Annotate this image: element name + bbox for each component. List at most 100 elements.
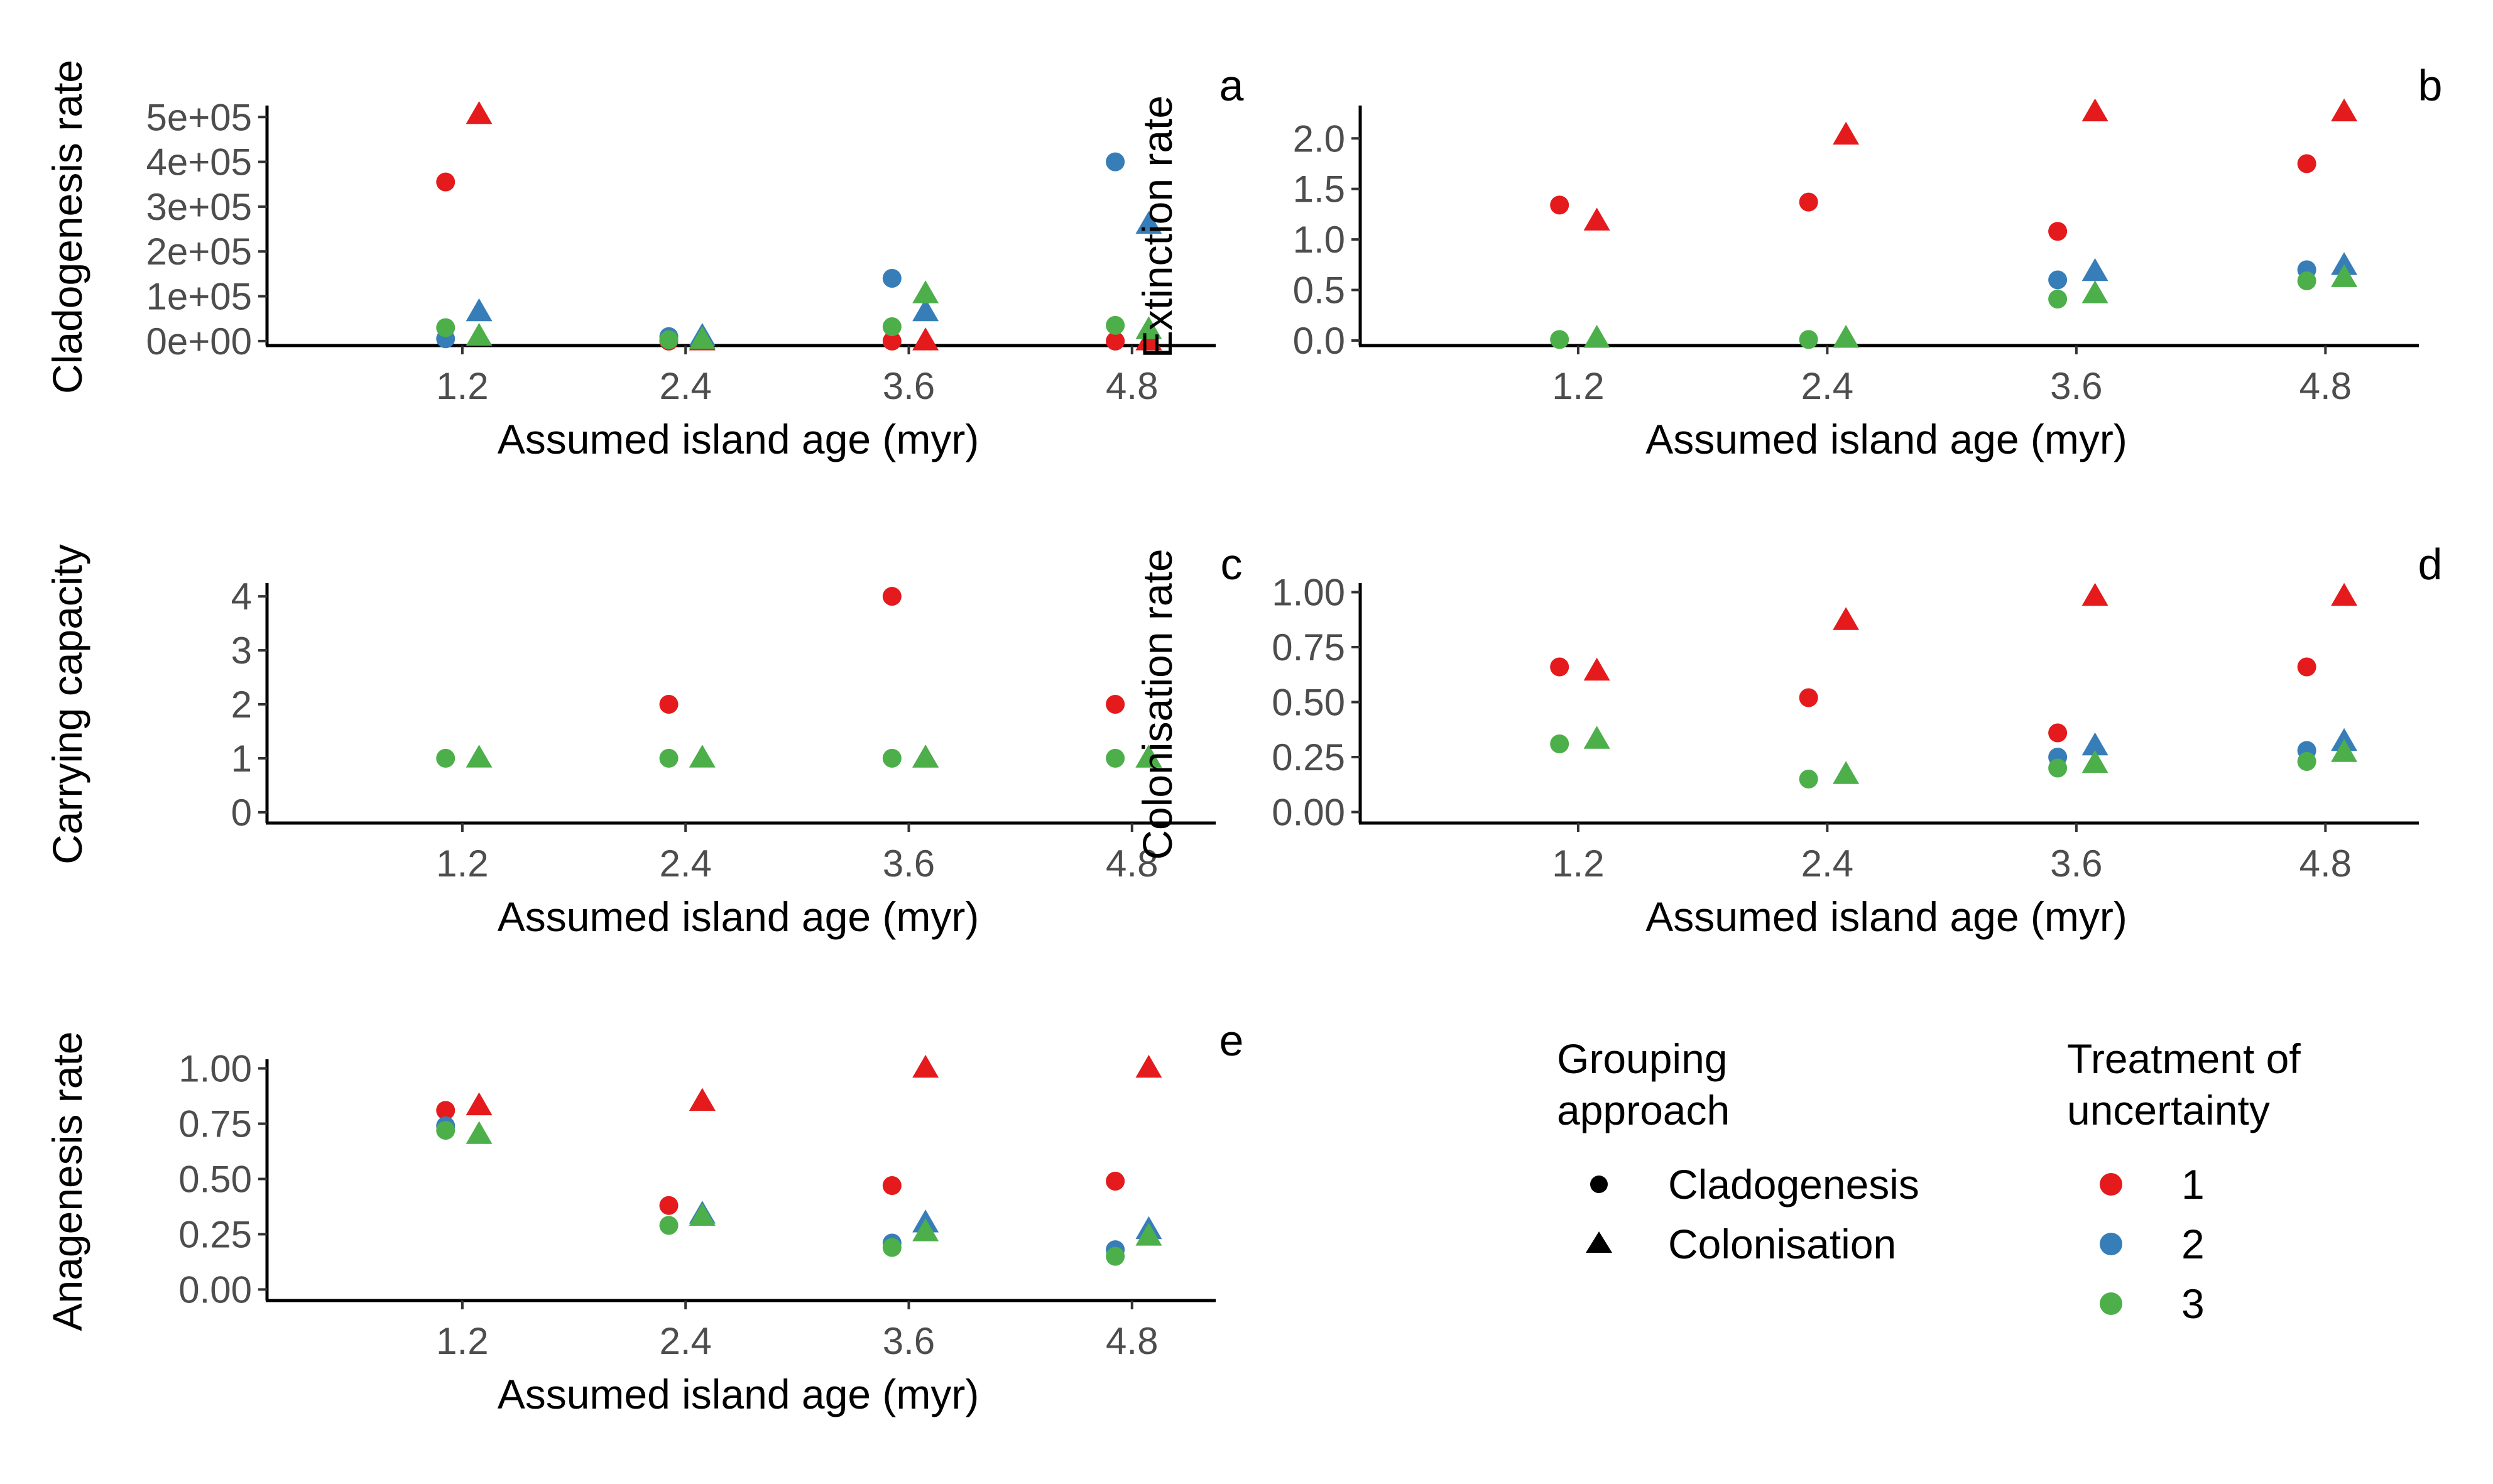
- y-tick-label: 0: [231, 792, 252, 834]
- y-tick-label: 0.75: [1272, 626, 1345, 668]
- legend-grouping: Grouping approach Cladogenesis Colonisation: [1557, 1035, 1919, 1267]
- point-cladogenesis-t1: [436, 1101, 456, 1120]
- point-colonisation-t2: [912, 298, 939, 322]
- point-colonisation-t2: [2331, 252, 2358, 275]
- y-axis-title: Cladogenesis rate: [44, 60, 90, 394]
- x-tick-label: 3.6: [2050, 843, 2102, 885]
- point-cladogenesis-t3: [882, 317, 902, 337]
- point-colonisation-t3: [912, 1218, 939, 1241]
- x-axis-title: Assumed island age (myr): [498, 893, 979, 940]
- point-colonisation-t1: [466, 1092, 493, 1116]
- point-colonisation-t1: [466, 101, 493, 124]
- point-cladogenesis-t1: [436, 172, 456, 192]
- point-colonisation-t1: [2331, 582, 2358, 606]
- point-cladogenesis-t1: [2297, 154, 2316, 173]
- point-cladogenesis-t3: [1106, 1247, 1125, 1266]
- panel-d: 0.00 0.25 0.50 0.75 1.00 1.2 2.4 3.6 4.8 Assumed …: [1134, 540, 2442, 940]
- x-tick-label: 4.8: [1106, 843, 1158, 885]
- point-cladogenesis-t3: [436, 1121, 456, 1140]
- point-cladogenesis-t1: [1799, 192, 1818, 212]
- point-colonisation-t1: [1833, 607, 1860, 630]
- x-tick-label: 2.4: [659, 365, 711, 407]
- y-tick-label: 0.5: [1293, 270, 1345, 312]
- point-colonisation-t3: [1583, 325, 1610, 348]
- x-tick-label: 4.8: [1106, 365, 1158, 407]
- point-colonisation-t3: [466, 1121, 493, 1144]
- point-colonisation-t3: [689, 326, 716, 349]
- panel-tag: c: [1221, 540, 1243, 589]
- y-axis-title: Colonisation rate: [1134, 548, 1181, 859]
- point-colonisation-t1: [2081, 582, 2108, 606]
- point-cladogenesis-t1: [2048, 723, 2068, 743]
- legend-label: 2: [2181, 1221, 2205, 1267]
- legend-key-color: [2100, 1173, 2122, 1196]
- legend-label: 1: [2181, 1161, 2205, 1208]
- point-cladogenesis-t3: [659, 1216, 679, 1235]
- x-tick-label: 2.4: [1801, 365, 1853, 407]
- point-colonisation-t3: [1833, 761, 1860, 784]
- legend-label: Colonisation: [1668, 1221, 1896, 1267]
- legend: Grouping approach Cladogenesis Colonisation…: [1557, 1035, 2301, 1327]
- x-tick-label: 1.2: [436, 843, 488, 885]
- y-tick-label: 1.5: [1293, 168, 1345, 210]
- point-colonisation-t1: [1583, 207, 1610, 231]
- point-cladogenesis-t1: [1106, 331, 1125, 351]
- point-cladogenesis-t2: [2048, 270, 2068, 290]
- point-colonisation-t3: [1135, 316, 1162, 339]
- y-tick-label: 1.00: [1272, 572, 1345, 614]
- point-cladogenesis-t3: [882, 748, 902, 768]
- point-cladogenesis-t2: [882, 269, 902, 288]
- point-colonisation-t1: [2331, 98, 2358, 122]
- x-tick-label: 4.8: [2299, 843, 2352, 885]
- point-colonisation-t3: [2331, 264, 2358, 287]
- x-tick-label: 4.8: [2299, 365, 2352, 407]
- panel-tag: e: [1219, 1016, 1244, 1065]
- y-tick-label: 0.50: [178, 1158, 252, 1200]
- point-cladogenesis-t3: [2297, 271, 2316, 291]
- point-cladogenesis-t1: [1550, 195, 1569, 215]
- point-cladogenesis-t3: [659, 330, 679, 349]
- y-tick-label: 3e+05: [146, 186, 252, 228]
- point-cladogenesis-t2: [1106, 152, 1125, 172]
- point-colonisation-t3: [1833, 325, 1860, 348]
- y-tick-label: 2: [231, 684, 252, 726]
- y-tick-label: 4: [231, 576, 252, 618]
- x-tick-label: 3.6: [2050, 365, 2102, 407]
- legend-title: Treatment of: [2067, 1035, 2301, 1082]
- point-cladogenesis-t3: [1550, 330, 1569, 349]
- y-tick-label: 1.0: [1293, 219, 1345, 261]
- x-axis-title: Assumed island age (myr): [498, 416, 979, 462]
- point-colonisation-t1: [1833, 121, 1860, 145]
- point-cladogenesis-t3: [1550, 734, 1569, 753]
- point-cladogenesis-t1: [1106, 1172, 1125, 1191]
- point-colonisation-t1: [1135, 1054, 1162, 1078]
- point-cladogenesis-t1: [659, 695, 679, 714]
- point-colonisation-t3: [689, 1203, 716, 1226]
- point-colonisation-t3: [1135, 745, 1162, 768]
- point-colonisation-t3: [2081, 750, 2108, 773]
- point-colonisation-t3: [466, 745, 493, 768]
- point-colonisation-t3: [912, 745, 939, 768]
- point-cladogenesis-t1: [1799, 688, 1818, 707]
- legend-key-color: [2100, 1233, 2122, 1255]
- y-axis-title: Carrying capacity: [44, 544, 90, 865]
- point-colonisation-t1: [2081, 98, 2108, 122]
- legend-key-color: [2100, 1292, 2122, 1315]
- y-tick-label: 1.00: [178, 1048, 252, 1090]
- point-cladogenesis-t1: [2297, 657, 2316, 677]
- y-tick-label: 1: [231, 738, 252, 780]
- panel-tag: a: [1219, 61, 1244, 110]
- point-colonisation-t3: [2081, 280, 2108, 303]
- y-tick-label: 0.25: [178, 1213, 252, 1255]
- y-tick-label: 1e+05: [146, 276, 252, 318]
- y-axis-title: Anagenesis rate: [44, 1032, 90, 1331]
- panel-b: 0.0 0.5 1.0 1.5 2.0 1.2 2.4 3.6 4.8 Assumed islan…: [1134, 61, 2442, 462]
- y-tick-label: 2.0: [1293, 117, 1345, 160]
- point-colonisation-t3: [689, 745, 716, 768]
- point-colonisation-t2: [1135, 210, 1162, 234]
- point-cladogenesis-t3: [1106, 748, 1125, 768]
- legend-title: approach: [1557, 1087, 1730, 1133]
- y-tick-label: 0.75: [178, 1103, 252, 1145]
